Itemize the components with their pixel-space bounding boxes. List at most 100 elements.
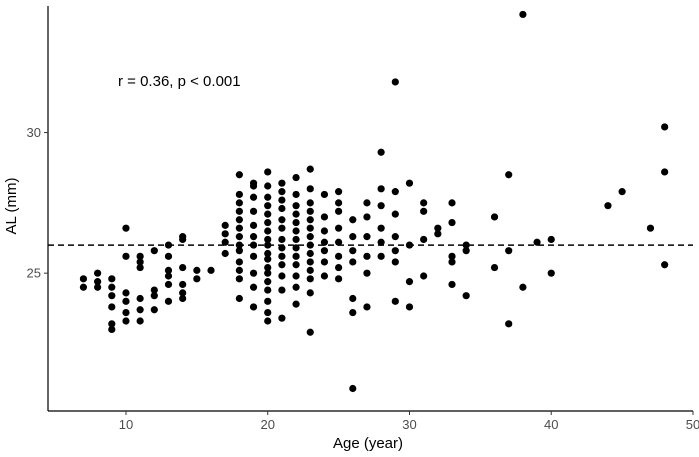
data-point bbox=[618, 188, 626, 196]
data-point bbox=[150, 306, 158, 314]
data-point bbox=[448, 218, 456, 227]
data-point bbox=[448, 199, 456, 207]
data-point bbox=[349, 258, 357, 266]
data-point bbox=[646, 224, 655, 232]
data-point bbox=[249, 179, 258, 187]
data-point bbox=[320, 213, 329, 221]
data-point bbox=[547, 235, 555, 244]
data-point bbox=[377, 252, 385, 260]
data-point bbox=[79, 283, 88, 291]
data-point bbox=[264, 218, 272, 227]
data-point bbox=[292, 244, 300, 252]
data-point bbox=[320, 190, 329, 199]
data-point bbox=[292, 283, 300, 291]
data-point bbox=[150, 286, 158, 294]
data-point bbox=[349, 384, 357, 393]
data-point bbox=[306, 233, 314, 241]
data-point bbox=[335, 238, 343, 246]
data-point bbox=[391, 297, 399, 305]
ticks-layer: 10 20 30 40 50 25 30 bbox=[27, 125, 699, 432]
data-point bbox=[292, 173, 300, 182]
data-point bbox=[122, 317, 130, 325]
data-point bbox=[122, 297, 130, 305]
data-point bbox=[405, 179, 414, 187]
data-point bbox=[122, 224, 130, 232]
data-point bbox=[335, 224, 343, 232]
data-point bbox=[249, 207, 258, 215]
data-point bbox=[108, 292, 116, 300]
data-point bbox=[306, 165, 314, 173]
data-point bbox=[122, 308, 130, 317]
data-point bbox=[278, 188, 286, 196]
data-point bbox=[292, 261, 300, 269]
data-point bbox=[292, 218, 300, 227]
data-point bbox=[306, 224, 314, 232]
x-tick-label: 50 bbox=[686, 417, 699, 432]
data-point bbox=[122, 289, 130, 297]
data-point bbox=[335, 207, 343, 215]
data-point bbox=[221, 230, 229, 238]
data-point bbox=[420, 207, 428, 215]
points-layer bbox=[79, 10, 669, 393]
data-point bbox=[278, 261, 286, 269]
data-point bbox=[462, 247, 470, 255]
data-point bbox=[179, 289, 187, 297]
data-point bbox=[108, 325, 116, 334]
data-point bbox=[335, 252, 343, 260]
data-point bbox=[292, 227, 300, 235]
data-point bbox=[193, 266, 201, 274]
data-point bbox=[221, 221, 229, 229]
data-point bbox=[306, 185, 314, 193]
data-point bbox=[79, 275, 88, 283]
data-point bbox=[661, 261, 669, 269]
data-point bbox=[306, 289, 314, 297]
data-point bbox=[264, 263, 272, 272]
x-tick-label: 20 bbox=[260, 417, 274, 432]
data-point bbox=[278, 252, 286, 260]
data-point bbox=[235, 233, 243, 241]
data-point bbox=[235, 266, 243, 274]
data-point bbox=[164, 280, 173, 289]
data-point bbox=[235, 190, 243, 199]
data-point bbox=[320, 258, 329, 266]
data-point bbox=[150, 292, 158, 300]
data-point bbox=[179, 280, 187, 289]
data-point bbox=[278, 314, 286, 322]
data-point bbox=[320, 227, 329, 235]
data-point bbox=[122, 252, 130, 260]
data-point bbox=[235, 275, 243, 283]
data-point bbox=[264, 317, 272, 325]
data-point bbox=[377, 224, 385, 232]
data-point bbox=[136, 263, 144, 272]
data-point bbox=[264, 255, 272, 263]
data-point bbox=[363, 303, 371, 311]
data-point bbox=[249, 252, 258, 260]
data-point bbox=[292, 190, 300, 199]
data-point bbox=[448, 258, 456, 266]
data-point bbox=[278, 196, 286, 204]
data-point bbox=[519, 10, 527, 19]
correlation-annotation: r = 0.36, p < 0.001 bbox=[118, 73, 241, 90]
data-point bbox=[335, 275, 343, 283]
x-axis-title: Age (year) bbox=[333, 435, 403, 452]
data-point bbox=[405, 303, 414, 311]
data-point bbox=[420, 235, 428, 244]
data-point bbox=[306, 216, 314, 224]
data-point bbox=[264, 168, 272, 176]
data-point bbox=[335, 199, 343, 207]
data-point bbox=[264, 210, 272, 218]
data-point bbox=[278, 204, 286, 213]
data-point bbox=[306, 266, 314, 274]
data-point bbox=[264, 227, 272, 235]
data-point bbox=[306, 328, 314, 336]
data-point bbox=[306, 199, 314, 207]
data-point bbox=[377, 148, 385, 156]
data-point bbox=[94, 283, 102, 291]
data-point bbox=[278, 235, 286, 244]
data-point bbox=[108, 283, 116, 291]
data-point bbox=[349, 233, 357, 241]
data-point bbox=[249, 269, 258, 277]
data-point bbox=[320, 247, 329, 255]
data-point bbox=[164, 297, 173, 305]
data-point bbox=[306, 258, 314, 266]
